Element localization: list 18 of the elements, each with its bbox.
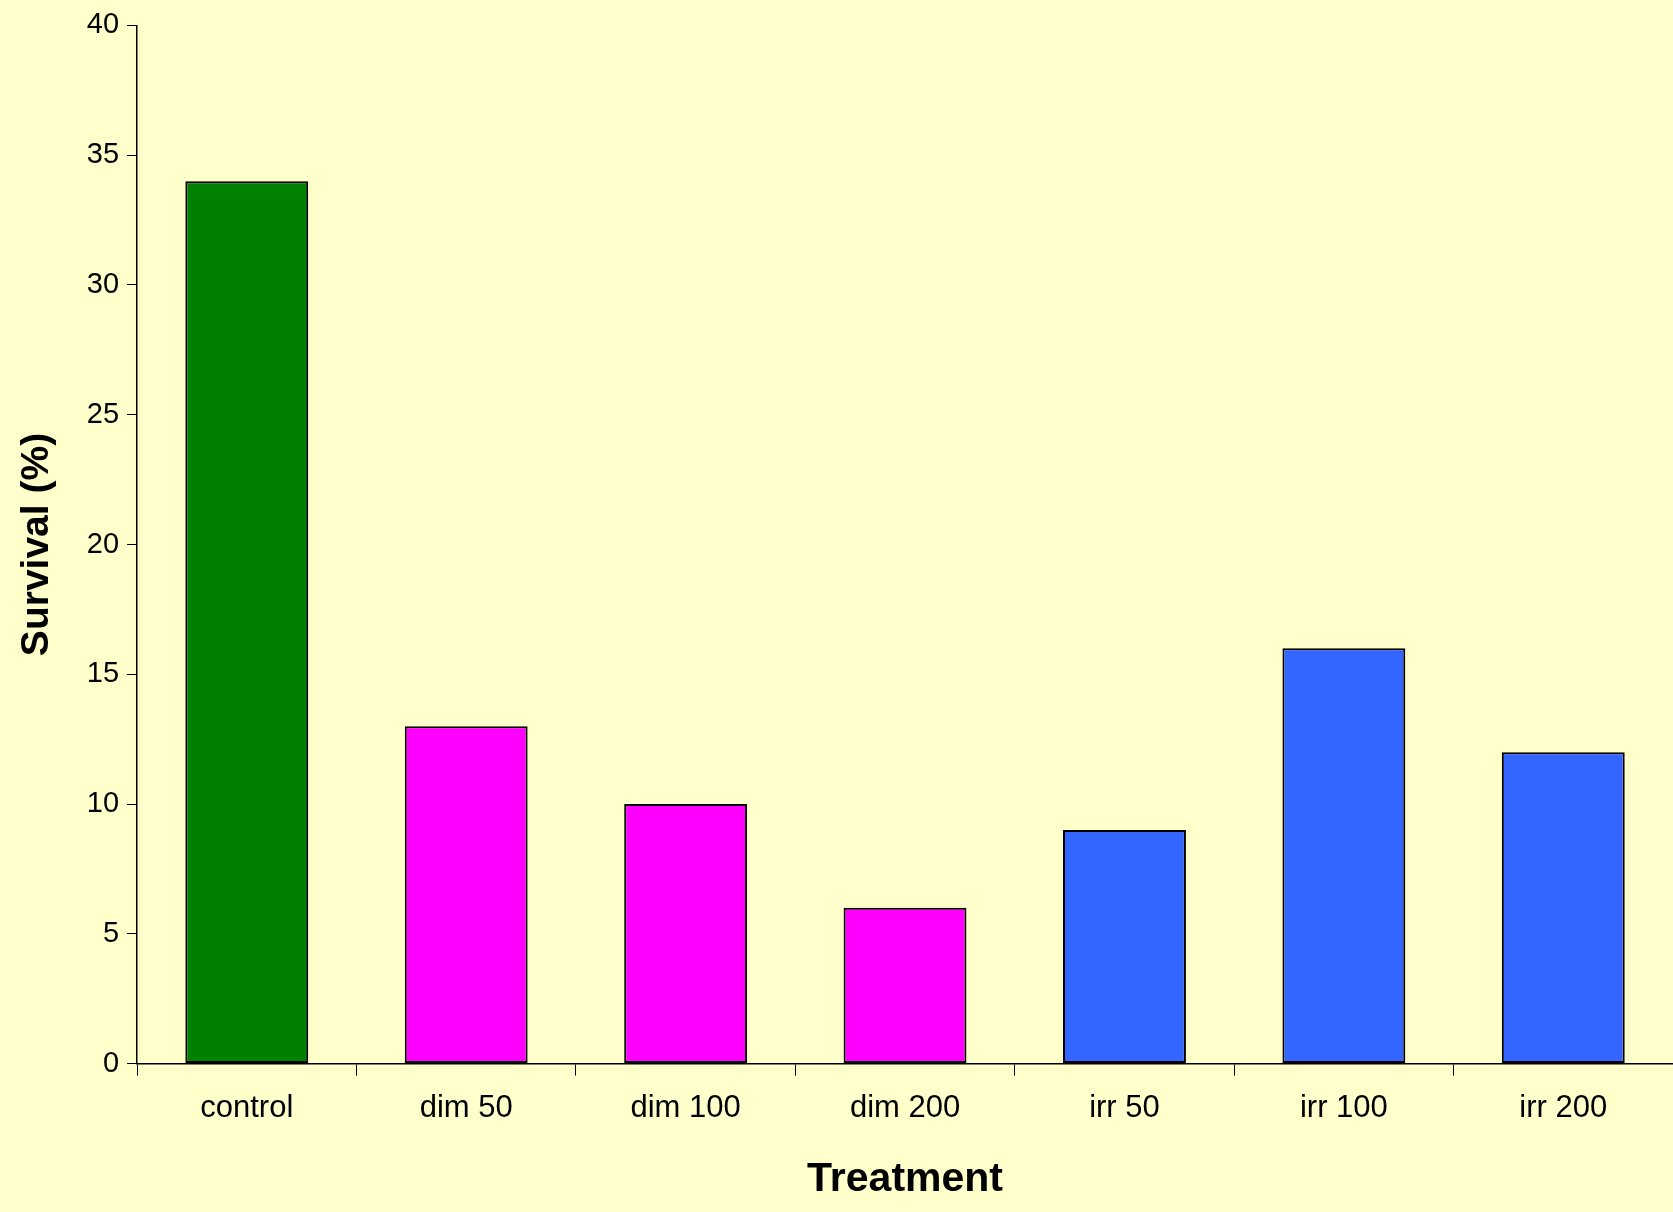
x-tick-label: dim 100 bbox=[630, 1088, 741, 1124]
x-tick-label: control bbox=[200, 1088, 294, 1124]
y-tick-label: 40 bbox=[86, 7, 120, 40]
y-tick-label: 30 bbox=[86, 266, 120, 299]
x-tick-label: dim 50 bbox=[419, 1088, 513, 1124]
x-tick-label: dim 200 bbox=[849, 1088, 961, 1124]
x-tick-label: irr 200 bbox=[1519, 1088, 1608, 1124]
x-axis-title: Treatment bbox=[807, 1153, 1004, 1200]
x-tick-label: irr 50 bbox=[1089, 1088, 1160, 1124]
y-tick-label: 15 bbox=[86, 656, 120, 689]
y-tick-label: 20 bbox=[86, 526, 120, 559]
y-tick-label: 35 bbox=[86, 137, 120, 170]
y-axis-title: Survival (%) bbox=[13, 432, 57, 657]
y-tick-label: 25 bbox=[86, 396, 120, 429]
y-tick-label: 0 bbox=[102, 1045, 120, 1078]
x-tick-label: irr 100 bbox=[1299, 1088, 1388, 1124]
y-tick-label: 10 bbox=[86, 786, 120, 819]
y-tick-label: 5 bbox=[102, 915, 120, 948]
